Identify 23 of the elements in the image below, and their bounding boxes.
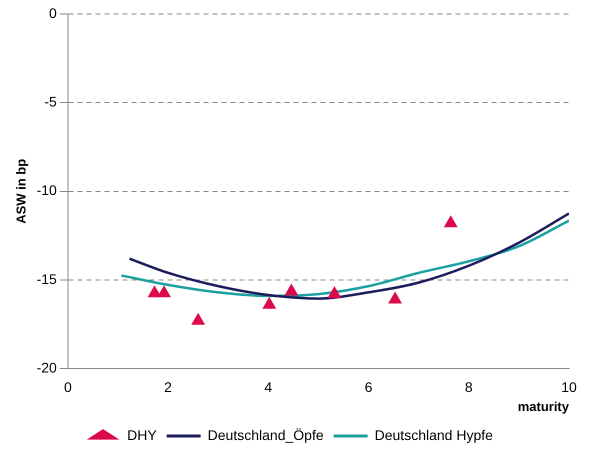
point — [328, 286, 342, 298]
point — [444, 216, 458, 228]
point — [388, 292, 402, 304]
legend-label: Deutschland_Öpfe — [208, 426, 324, 443]
x-tick-label: 6 — [364, 378, 373, 395]
x-tick-label: 10 — [561, 378, 577, 395]
x-tick-label: 2 — [164, 378, 172, 395]
point — [157, 286, 171, 298]
y-tick-label: 0 — [49, 4, 58, 21]
legend-label: Deutschland Hypfe — [374, 426, 494, 443]
y-tick-label: -20 — [36, 359, 58, 376]
point — [192, 313, 205, 325]
y-axis-title: ASW in bp — [13, 158, 28, 224]
legend-label: DHY — [127, 426, 158, 443]
x-tick-label: 4 — [264, 378, 272, 395]
point — [284, 284, 298, 296]
y-tick-label: -5 — [44, 94, 58, 110]
point — [262, 297, 276, 309]
x-tick-label: 0 — [64, 378, 72, 395]
y-tick-label: -10 — [36, 182, 58, 198]
x-axis-title: maturity — [518, 398, 570, 414]
x-tick-label: 8 — [464, 378, 473, 395]
y-tick-label: -15 — [36, 270, 58, 287]
